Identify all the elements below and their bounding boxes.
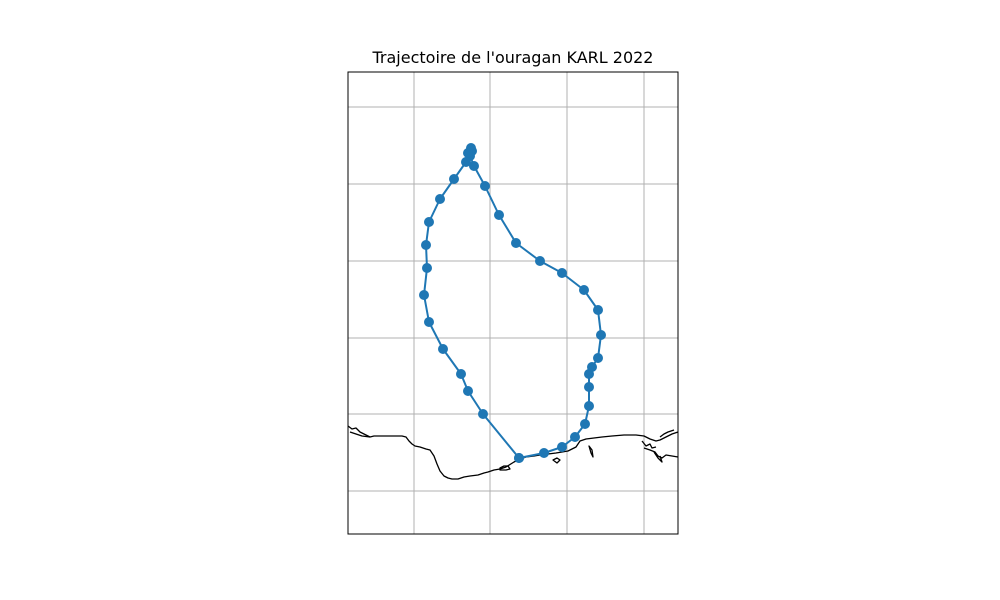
- track-point: [456, 369, 466, 379]
- track-point: [584, 382, 594, 392]
- coastline-island: [552, 457, 561, 464]
- track-point: [461, 157, 471, 167]
- track-point: [579, 285, 589, 295]
- track-point: [424, 317, 434, 327]
- track-point: [557, 442, 567, 452]
- track-point: [494, 210, 504, 220]
- track-point: [449, 174, 459, 184]
- map-axes: [347, 71, 679, 535]
- track-point: [587, 362, 597, 372]
- track-point: [463, 386, 473, 396]
- track-point: [580, 419, 590, 429]
- track-point: [539, 448, 549, 458]
- track-point: [593, 305, 603, 315]
- track-point: [557, 268, 567, 278]
- coastline-island: [499, 465, 511, 471]
- coastline-lagoon: [653, 451, 663, 463]
- coastline-inlet: [641, 440, 657, 449]
- track-point: [424, 217, 434, 227]
- map-background: [348, 72, 678, 534]
- track-point: [570, 432, 580, 442]
- track-point: [596, 330, 606, 340]
- track-point: [438, 344, 448, 354]
- track-point: [584, 401, 594, 411]
- track-point: [435, 194, 445, 204]
- coastline-spit: [659, 429, 675, 438]
- coastline: [347, 425, 679, 480]
- coastline-gulf: [347, 425, 679, 480]
- track-point: [421, 240, 431, 250]
- track-point: [511, 238, 521, 248]
- track-point: [419, 290, 429, 300]
- track-point: [480, 181, 490, 191]
- track-point: [593, 353, 603, 363]
- track-point: [478, 409, 488, 419]
- track-point: [469, 161, 479, 171]
- gridlines: [348, 72, 678, 534]
- track-point: [535, 256, 545, 266]
- hurricane-track: [419, 143, 606, 463]
- track-point: [463, 148, 473, 158]
- track-point: [514, 453, 524, 463]
- map-title: Trajectoire de l'ouragan KARL 2022: [372, 48, 654, 67]
- map-frame: [347, 71, 679, 535]
- coastline-spit: [349, 431, 371, 438]
- track-point: [422, 263, 432, 273]
- coastline-island: [588, 445, 594, 458]
